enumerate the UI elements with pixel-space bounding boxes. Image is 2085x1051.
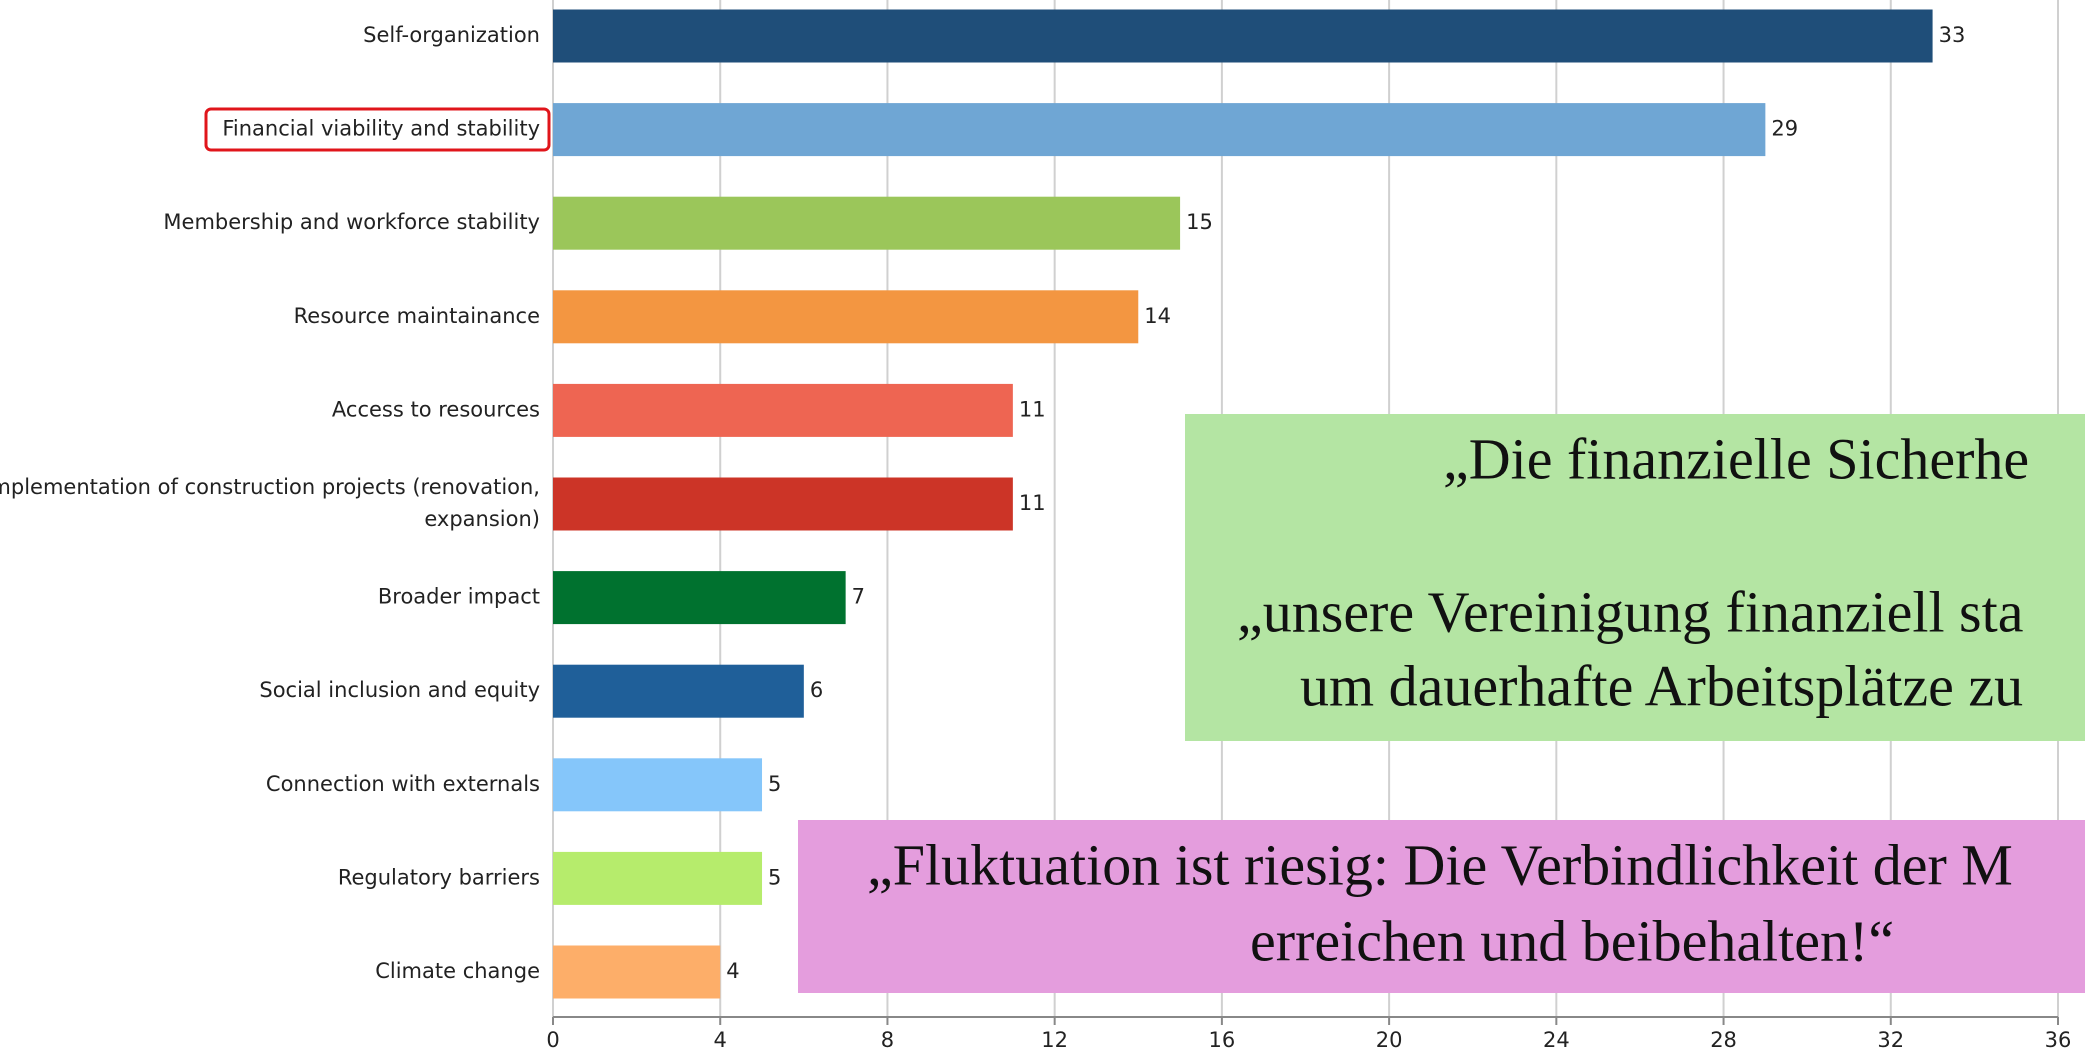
bar bbox=[553, 383, 1013, 437]
bar bbox=[553, 945, 721, 999]
quote-text: um dauerhafte Arbeitsplätze zu bbox=[1300, 653, 2023, 718]
y-tick-label: Self-organization bbox=[363, 23, 540, 47]
value-label: 5 bbox=[768, 865, 781, 889]
bar bbox=[553, 196, 1181, 250]
value-label: 14 bbox=[1144, 304, 1171, 328]
quote-box-green bbox=[1185, 414, 2085, 741]
highlight-box bbox=[204, 107, 551, 152]
x-tick-label: 0 bbox=[546, 1028, 559, 1051]
y-tick-label: Financial viability and stability bbox=[222, 117, 540, 141]
value-label: 33 bbox=[1939, 23, 1966, 47]
y-tick-label: Climate change bbox=[375, 959, 540, 983]
value-label: 11 bbox=[1019, 491, 1046, 515]
y-tick-label: Access to resources bbox=[332, 397, 540, 421]
bar bbox=[553, 290, 1139, 344]
value-label: 4 bbox=[726, 959, 739, 983]
x-tick-label: 24 bbox=[1543, 1028, 1570, 1051]
bar bbox=[553, 477, 1013, 531]
x-tick-label: 20 bbox=[1376, 1028, 1403, 1051]
x-tick-label: 16 bbox=[1209, 1028, 1236, 1051]
bar bbox=[553, 9, 1933, 63]
x-tick-label: 4 bbox=[714, 1028, 727, 1051]
bar bbox=[553, 103, 1766, 157]
y-tick-label: Social inclusion and equity bbox=[259, 678, 540, 702]
x-tick-label: 32 bbox=[1877, 1028, 1904, 1051]
x-tick-label: 36 bbox=[2045, 1028, 2072, 1051]
y-tick-label: Implementation of construction projects … bbox=[0, 475, 540, 531]
value-label: 15 bbox=[1186, 210, 1213, 234]
bar bbox=[553, 758, 763, 812]
y-tick-label: Broader impact bbox=[378, 585, 540, 609]
y-tick-label: Membership and workforce stability bbox=[163, 210, 540, 234]
quote-text: erreichen und beibehalten!“ bbox=[1250, 908, 1894, 973]
x-tick-label: 12 bbox=[1041, 1028, 1068, 1051]
value-label: 5 bbox=[768, 772, 781, 796]
x-tick-label: 8 bbox=[881, 1028, 894, 1051]
bar bbox=[553, 571, 846, 625]
y-tick-label: Connection with externals bbox=[266, 772, 540, 796]
y-tick-label: Regulatory barriers bbox=[338, 865, 540, 889]
quote-box-pink bbox=[798, 820, 2085, 993]
y-tick-label: Resource maintainance bbox=[294, 304, 540, 328]
value-label: 7 bbox=[852, 585, 865, 609]
bar bbox=[553, 851, 763, 905]
x-tick-label: 28 bbox=[1710, 1028, 1737, 1051]
value-label: 29 bbox=[1771, 117, 1798, 141]
value-label: 11 bbox=[1019, 397, 1046, 421]
quote-text: „Die finanzielle Sicherhe bbox=[1443, 426, 2029, 491]
quote-text: „unsere Vereinigung finanziell sta bbox=[1237, 579, 2023, 644]
quote-text: „Fluktuation ist riesig: Die Verbindlich… bbox=[867, 832, 2013, 897]
value-label: 6 bbox=[810, 678, 823, 702]
bar bbox=[553, 664, 804, 718]
